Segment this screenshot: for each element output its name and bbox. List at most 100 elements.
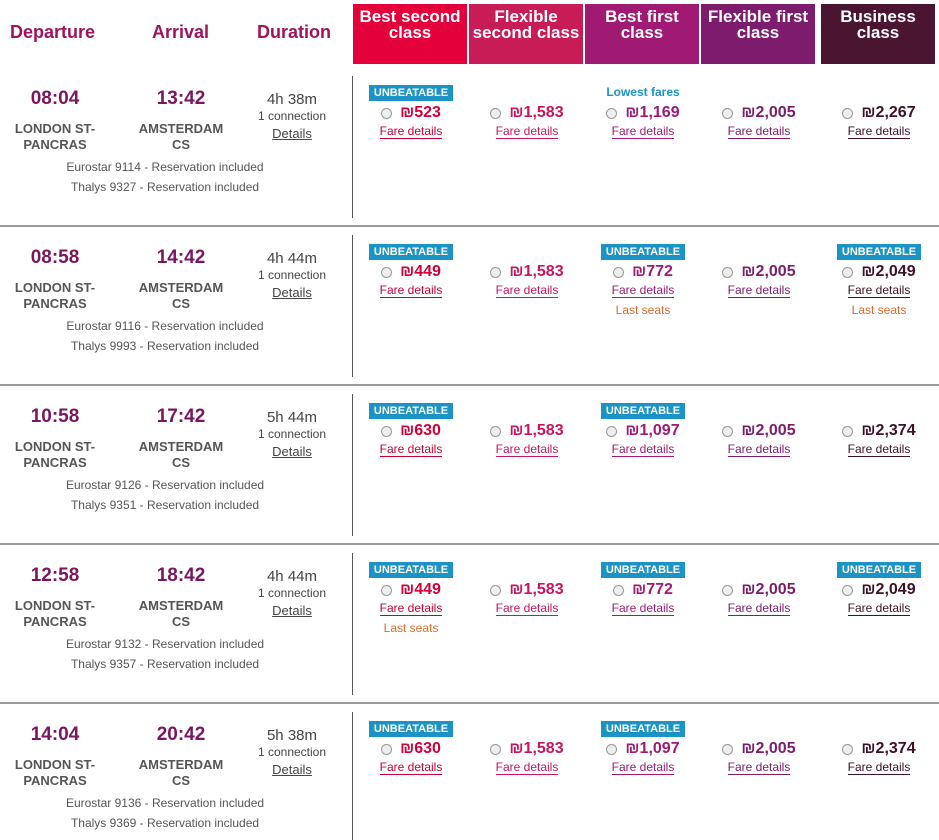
fare-details-link[interactable]: Fare details — [354, 124, 468, 139]
fare-radio[interactable] — [381, 743, 393, 755]
departure-header: Departure — [10, 22, 96, 42]
fare-details-label: Fare details — [495, 283, 559, 298]
fare-details-link[interactable]: Fare details — [702, 442, 816, 457]
fare-radio[interactable] — [606, 107, 618, 119]
fare-radio[interactable] — [381, 107, 393, 119]
fare-cell: ₪2,267 Fare details — [822, 68, 936, 227]
fare-option[interactable]: ₪523 — [354, 104, 468, 122]
fare-radio[interactable] — [613, 584, 625, 596]
fare-option[interactable]: ₪449 — [354, 263, 468, 281]
fare-cell: UNBEATABLE ₪523 Fare details — [354, 68, 468, 227]
fare-radio[interactable] — [381, 425, 393, 437]
fare-option[interactable]: ₪1,583 — [470, 263, 584, 281]
fare-radio[interactable] — [613, 266, 625, 278]
fare-radio[interactable] — [490, 743, 502, 755]
fare-radio[interactable] — [606, 743, 618, 755]
fare-radio[interactable] — [490, 266, 502, 278]
details-link[interactable]: Details — [272, 444, 312, 459]
fare-option[interactable]: ₪1,583 — [470, 581, 584, 599]
fare-details-link[interactable]: Fare details — [470, 283, 584, 298]
fare-details-link[interactable]: Fare details — [354, 601, 468, 616]
fare-details-link[interactable]: Fare details — [702, 124, 816, 139]
fare-details-link[interactable]: Fare details — [822, 601, 936, 616]
fare-radio[interactable] — [381, 584, 393, 596]
fare-details-link[interactable]: Fare details — [470, 442, 584, 457]
fare-option[interactable]: ₪630 — [354, 740, 468, 758]
fare-radio[interactable] — [722, 584, 734, 596]
fare-option[interactable]: ₪2,005 — [702, 263, 816, 281]
fare-details-link[interactable]: Fare details — [702, 283, 816, 298]
fare-details-link[interactable]: Fare details — [470, 760, 584, 775]
fare-radio[interactable] — [842, 107, 854, 119]
fare-details-link[interactable]: Fare details — [354, 283, 468, 298]
fare-option[interactable]: ₪772 — [586, 263, 700, 281]
fare-details-link[interactable]: Fare details — [586, 283, 700, 298]
fare-option[interactable]: ₪2,374 — [822, 422, 936, 440]
fare-option[interactable]: ₪1,583 — [470, 422, 584, 440]
fare-option[interactable]: ₪630 — [354, 422, 468, 440]
arrival-station: AMSTERDAM CS — [138, 757, 224, 788]
fare-details-link[interactable]: Fare details — [470, 601, 584, 616]
fare-radio[interactable] — [842, 743, 854, 755]
departure-time: 12:58 — [30, 565, 80, 586]
fare-details-link[interactable]: Fare details — [702, 601, 816, 616]
fare-radio[interactable] — [490, 584, 502, 596]
departure-station: LONDON ST-PANCRAS — [14, 121, 96, 152]
fare-option[interactable]: ₪2,005 — [702, 740, 816, 758]
fare-radio[interactable] — [490, 425, 502, 437]
fare-option[interactable]: ₪1,583 — [470, 104, 584, 122]
details-link[interactable]: Details — [272, 126, 312, 141]
fare-option[interactable]: ₪1,097 — [586, 740, 700, 758]
fare-option[interactable]: ₪772 — [586, 581, 700, 599]
departure-time: 10:58 — [30, 406, 80, 427]
fare-radio[interactable] — [722, 425, 734, 437]
fare-details-link[interactable]: Fare details — [586, 124, 700, 139]
fare-cell: UNBEATABLE ₪1,097 Fare details — [586, 386, 700, 545]
fare-details-link[interactable]: Fare details — [822, 760, 936, 775]
fare-option[interactable]: ₪2,049 — [822, 581, 936, 599]
fare-radio[interactable] — [606, 425, 618, 437]
fare-option[interactable]: ₪449 — [354, 581, 468, 599]
fare-details-link[interactable]: Fare details — [702, 760, 816, 775]
fare-radio[interactable] — [842, 425, 854, 437]
fare-option[interactable]: ₪1,097 — [586, 422, 700, 440]
fare-details-link[interactable]: Fare details — [470, 124, 584, 139]
fare-details-link[interactable]: Fare details — [586, 442, 700, 457]
fare-radio[interactable] — [842, 584, 854, 596]
fare-option[interactable]: ₪2,005 — [702, 422, 816, 440]
fare-price: ₪449 — [400, 263, 441, 280]
unbeatable-badge: UNBEATABLE — [837, 244, 921, 260]
fare-radio[interactable] — [722, 107, 734, 119]
fare-radio[interactable] — [490, 107, 502, 119]
fare-option[interactable]: ₪1,583 — [470, 740, 584, 758]
fare-details-link[interactable]: Fare details — [586, 760, 700, 775]
class-header: Flexible first class — [701, 4, 815, 64]
fare-option[interactable]: ₪2,267 — [822, 104, 936, 122]
fare-radio[interactable] — [722, 266, 734, 278]
fare-radio[interactable] — [381, 266, 393, 278]
fare-details-link[interactable]: Fare details — [822, 442, 936, 457]
fare-details-link[interactable]: Fare details — [354, 760, 468, 775]
fare-price: ₪2,049 — [861, 581, 916, 598]
fare-option[interactable]: ₪2,374 — [822, 740, 936, 758]
fare-radio[interactable] — [722, 743, 734, 755]
departure-station: LONDON ST-PANCRAS — [14, 280, 96, 311]
unbeatable-badge: UNBEATABLE — [369, 244, 453, 260]
unbeatable-badge: UNBEATABLE — [369, 721, 453, 737]
fare-cell: Lowest fares ₪1,169 Fare details — [586, 68, 700, 227]
details-link[interactable]: Details — [272, 762, 312, 777]
last-seats-notice: Last seats — [383, 621, 439, 635]
fare-option[interactable]: ₪2,049 — [822, 263, 936, 281]
fare-details-link[interactable]: Fare details — [822, 283, 936, 298]
fare-details-link[interactable]: Fare details — [354, 442, 468, 457]
fare-details-link[interactable]: Fare details — [586, 601, 700, 616]
details-link[interactable]: Details — [272, 285, 312, 300]
fare-option[interactable]: ₪1,169 — [586, 104, 700, 122]
connection-count: 1 connection — [257, 745, 327, 759]
fare-option[interactable]: ₪2,005 — [702, 104, 816, 122]
fare-price: ₪1,097 — [625, 740, 680, 757]
details-link[interactable]: Details — [272, 603, 312, 618]
fare-radio[interactable] — [842, 266, 854, 278]
fare-option[interactable]: ₪2,005 — [702, 581, 816, 599]
fare-details-link[interactable]: Fare details — [822, 124, 936, 139]
